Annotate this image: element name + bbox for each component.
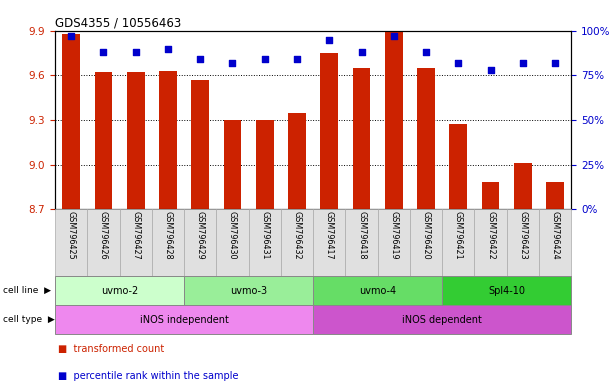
Bar xyxy=(539,209,571,276)
Bar xyxy=(450,124,467,209)
Bar xyxy=(410,209,442,276)
Point xyxy=(163,46,173,52)
Text: GSM796418: GSM796418 xyxy=(357,211,366,260)
Bar xyxy=(216,209,249,276)
Text: GSM796420: GSM796420 xyxy=(422,211,431,260)
Point xyxy=(227,60,237,66)
Bar xyxy=(353,68,370,209)
Text: GSM796431: GSM796431 xyxy=(260,211,269,260)
Bar xyxy=(417,68,435,209)
Bar xyxy=(481,182,499,209)
Text: GSM796428: GSM796428 xyxy=(163,211,172,260)
Text: GSM796430: GSM796430 xyxy=(228,211,237,260)
Bar xyxy=(159,71,177,209)
Point xyxy=(196,56,205,62)
Point xyxy=(260,56,269,62)
Text: GSM796425: GSM796425 xyxy=(67,211,76,260)
Bar xyxy=(514,163,532,209)
Bar xyxy=(385,31,403,209)
Bar xyxy=(62,34,80,209)
Text: GSM796426: GSM796426 xyxy=(99,211,108,260)
Bar xyxy=(546,182,564,209)
Point xyxy=(551,60,560,66)
Text: ■  transformed count: ■ transformed count xyxy=(58,344,164,354)
Point xyxy=(131,49,141,55)
Text: GSM796422: GSM796422 xyxy=(486,211,495,260)
Bar xyxy=(378,209,410,276)
Bar xyxy=(256,120,274,209)
Bar xyxy=(313,209,345,276)
Point xyxy=(324,36,334,43)
Point xyxy=(357,49,367,55)
Text: GSM796423: GSM796423 xyxy=(518,211,527,260)
Text: GSM796427: GSM796427 xyxy=(131,211,140,260)
Text: GSM796424: GSM796424 xyxy=(551,211,560,260)
Bar xyxy=(313,276,442,305)
Text: ■  percentile rank within the sample: ■ percentile rank within the sample xyxy=(58,371,238,381)
Bar xyxy=(184,276,313,305)
Point xyxy=(292,56,302,62)
Bar xyxy=(55,209,87,276)
Point xyxy=(453,60,463,66)
Bar xyxy=(345,209,378,276)
Text: uvmo-2: uvmo-2 xyxy=(101,286,138,296)
Point xyxy=(98,49,108,55)
Bar xyxy=(55,276,184,305)
Bar xyxy=(442,209,475,276)
Bar xyxy=(288,113,306,209)
Bar xyxy=(475,209,507,276)
Text: cell line  ▶: cell line ▶ xyxy=(3,286,51,295)
Point xyxy=(421,49,431,55)
Bar xyxy=(120,209,152,276)
Bar xyxy=(152,209,184,276)
Text: GSM796419: GSM796419 xyxy=(389,211,398,260)
Text: GSM796421: GSM796421 xyxy=(454,211,463,260)
Point xyxy=(518,60,528,66)
Text: Spl4-10: Spl4-10 xyxy=(488,286,525,296)
Bar xyxy=(320,53,338,209)
Bar xyxy=(249,209,281,276)
Bar xyxy=(281,209,313,276)
Text: uvmo-4: uvmo-4 xyxy=(359,286,397,296)
Text: iNOS independent: iNOS independent xyxy=(140,314,229,325)
Text: GSM796432: GSM796432 xyxy=(293,211,301,260)
Bar xyxy=(87,209,120,276)
Text: iNOS dependent: iNOS dependent xyxy=(402,314,482,325)
Bar xyxy=(184,209,216,276)
Bar xyxy=(442,276,571,305)
Bar xyxy=(55,305,313,334)
Bar xyxy=(224,120,241,209)
Text: cell type  ▶: cell type ▶ xyxy=(3,315,55,324)
Bar xyxy=(127,73,145,209)
Point xyxy=(389,33,399,39)
Point xyxy=(486,67,496,73)
Point xyxy=(66,33,76,39)
Text: GSM796417: GSM796417 xyxy=(325,211,334,260)
Text: GSM796429: GSM796429 xyxy=(196,211,205,260)
Bar xyxy=(191,80,209,209)
Text: GDS4355 / 10556463: GDS4355 / 10556463 xyxy=(55,17,181,30)
Bar xyxy=(313,305,571,334)
Text: uvmo-3: uvmo-3 xyxy=(230,286,267,296)
Bar xyxy=(507,209,539,276)
Bar xyxy=(95,73,112,209)
